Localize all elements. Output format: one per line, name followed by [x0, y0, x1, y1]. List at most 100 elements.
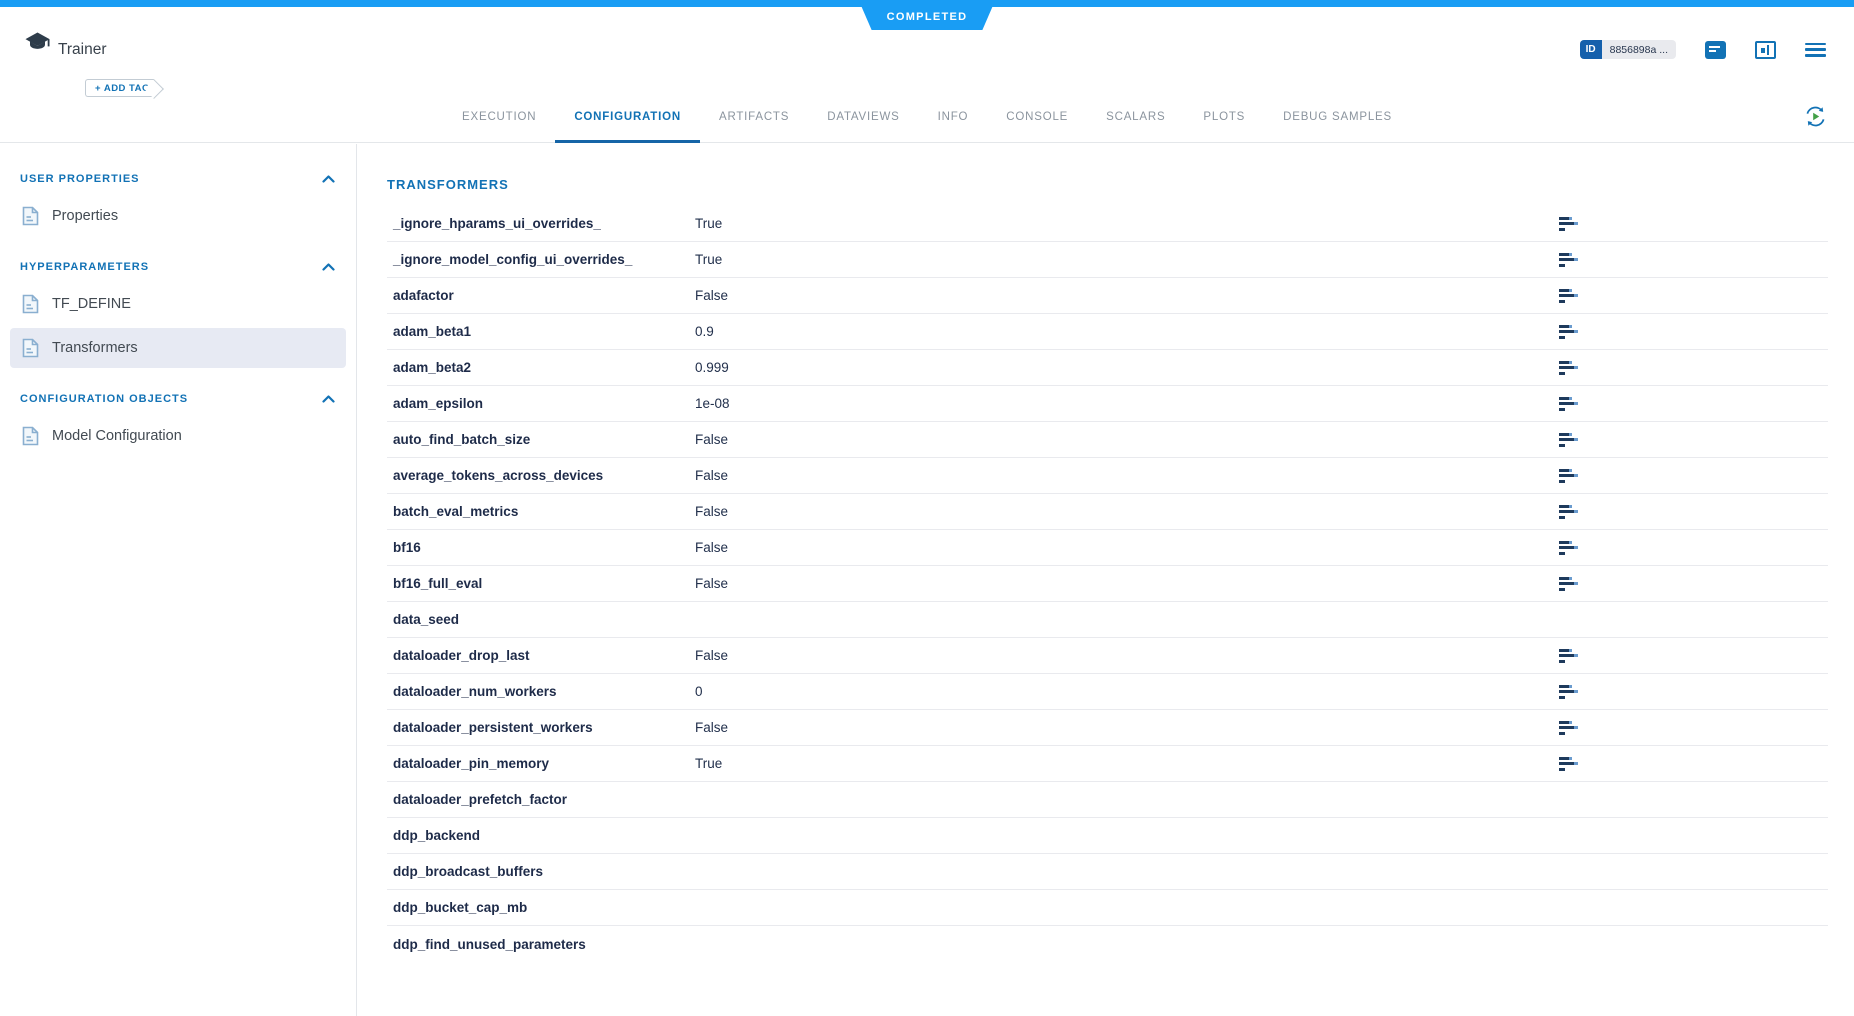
- tab-console[interactable]: CONSOLE: [1006, 110, 1069, 123]
- sidebar-item-label: TF_DEFINE: [52, 296, 131, 312]
- sidebar-item-transformers[interactable]: Transformers: [10, 328, 346, 368]
- param-notes-icon[interactable]: [1559, 216, 1579, 231]
- split-view-icon[interactable]: [1755, 40, 1776, 59]
- param-name: ddp_backend: [393, 828, 481, 843]
- param-value: False: [695, 540, 729, 555]
- table-row: bf16 False: [387, 530, 1828, 566]
- param-name: average_tokens_across_devices: [393, 468, 604, 483]
- param-value: False: [695, 576, 729, 591]
- table-row: ddp_backend: [387, 818, 1828, 854]
- table-row: bf16_full_eval False: [387, 566, 1828, 602]
- experiment-title: Trainer: [58, 41, 107, 58]
- table-row: adam_epsilon 1e-08: [387, 386, 1828, 422]
- tab-configuration[interactable]: CONFIGURATION: [555, 95, 700, 143]
- param-name: ddp_bucket_cap_mb: [393, 900, 528, 915]
- param-value: False: [695, 720, 729, 735]
- param-notes-icon[interactable]: [1559, 288, 1579, 303]
- section-hyperparameters: HYPERPARAMETERS TF_DEFINE Transformers: [0, 256, 356, 368]
- table-row: dataloader_persistent_workers False: [387, 710, 1828, 746]
- table-row: ddp_bucket_cap_mb: [387, 890, 1828, 926]
- tab-plots[interactable]: PLOTS: [1203, 110, 1246, 123]
- table-row: dataloader_pin_memory True: [387, 746, 1828, 782]
- param-notes-icon[interactable]: [1559, 540, 1579, 555]
- param-notes-icon[interactable]: [1559, 756, 1579, 771]
- param-name: bf16_full_eval: [393, 576, 483, 591]
- param-name: adam_epsilon: [393, 396, 484, 411]
- section-title: HYPERPARAMETERS: [20, 261, 150, 273]
- section-title: CONFIGURATION OBJECTS: [20, 393, 189, 405]
- param-name: ddp_find_unused_parameters: [393, 936, 586, 952]
- param-notes-icon[interactable]: [1559, 468, 1579, 483]
- param-notes-icon[interactable]: [1559, 648, 1579, 663]
- param-notes-icon[interactable]: [1559, 432, 1579, 447]
- sidebar-item-label: Properties: [52, 208, 119, 224]
- param-notes-icon[interactable]: [1559, 720, 1579, 735]
- param-value: 0.9: [695, 324, 714, 339]
- param-notes-icon[interactable]: [1559, 504, 1579, 519]
- config-sidebar: USER PROPERTIES Properties HYPERPARAMETE…: [0, 144, 357, 1016]
- parameters-section-title: TRANSFORMERS: [387, 177, 509, 192]
- add-tag-button[interactable]: + ADD TAG: [85, 79, 154, 97]
- param-value: False: [695, 468, 729, 483]
- param-name: dataloader_num_workers: [393, 684, 557, 699]
- param-value: 0.999: [695, 360, 729, 375]
- param-notes-icon[interactable]: [1559, 324, 1579, 339]
- table-row: adam_beta2 0.999: [387, 350, 1828, 386]
- tab-execution[interactable]: EXECUTION: [462, 110, 537, 123]
- section-user-properties: USER PROPERTIES Properties: [0, 168, 356, 236]
- section-configuration-objects: CONFIGURATION OBJECTS Model Configuratio…: [0, 388, 356, 456]
- table-row: average_tokens_across_devices False: [387, 458, 1828, 494]
- param-value: True: [695, 252, 723, 267]
- param-name: dataloader_pin_memory: [393, 756, 550, 771]
- experiment-icon: [24, 31, 51, 61]
- tab-dataviews[interactable]: DATAVIEWS: [827, 110, 900, 123]
- section-header-configuration-objects[interactable]: CONFIGURATION OBJECTS: [0, 388, 356, 410]
- table-row: adafactor False: [387, 278, 1828, 314]
- param-notes-icon[interactable]: [1559, 360, 1579, 375]
- status-label: COMPLETED: [886, 10, 968, 23]
- tab-info[interactable]: INFO: [937, 110, 969, 123]
- param-name: batch_eval_metrics: [393, 504, 519, 519]
- param-notes-icon[interactable]: [1559, 684, 1579, 699]
- param-name: bf16: [393, 540, 421, 555]
- chevron-up-icon: [322, 395, 335, 403]
- param-name: _ignore_model_config_ui_overrides_: [393, 252, 633, 267]
- auto-refresh-icon[interactable]: [1804, 105, 1827, 133]
- table-row: dataloader_drop_last False: [387, 638, 1828, 674]
- table-row: ddp_broadcast_buffers: [387, 854, 1828, 890]
- table-row: adam_beta1 0.9: [387, 314, 1828, 350]
- param-name: adam_beta2: [393, 360, 472, 375]
- section-header-user-properties[interactable]: USER PROPERTIES: [0, 168, 356, 190]
- experiment-id-chip[interactable]: ID 8856898a ...: [1579, 40, 1676, 59]
- tab-debug-samples[interactable]: DEBUG SAMPLES: [1283, 110, 1392, 123]
- document-icon: [22, 206, 39, 226]
- document-icon: [22, 294, 39, 314]
- param-name: ddp_broadcast_buffers: [393, 864, 544, 879]
- param-name: auto_find_batch_size: [393, 432, 531, 447]
- param-name: adam_beta1: [393, 324, 472, 339]
- id-label: ID: [1579, 40, 1602, 59]
- sidebar-item-tf-define[interactable]: TF_DEFINE: [10, 284, 346, 324]
- param-notes-icon[interactable]: [1559, 576, 1579, 591]
- content-area: USER PROPERTIES Properties HYPERPARAMETE…: [0, 144, 1854, 1016]
- param-notes-icon[interactable]: [1559, 396, 1579, 411]
- description-icon[interactable]: [1705, 40, 1726, 59]
- status-ribbon: COMPLETED: [859, 0, 996, 30]
- tab-bar: EXECUTION CONFIGURATION ARTIFACTS DATAVI…: [0, 95, 1854, 143]
- chevron-up-icon: [322, 175, 335, 183]
- sidebar-item-model-configuration[interactable]: Model Configuration: [10, 416, 346, 456]
- param-value: 1e-08: [695, 396, 730, 411]
- id-value: 8856898a ...: [1601, 40, 1676, 59]
- parameters-panel: TRANSFORMERS _ignore_hparams_ui_override…: [357, 144, 1854, 1016]
- tab-artifacts[interactable]: ARTIFACTS: [718, 110, 790, 123]
- param-name: _ignore_hparams_ui_overrides_: [393, 216, 601, 231]
- param-value: True: [695, 216, 723, 231]
- tab-scalars[interactable]: SCALARS: [1106, 110, 1166, 123]
- param-notes-icon[interactable]: [1559, 252, 1579, 267]
- section-title: USER PROPERTIES: [20, 173, 140, 185]
- table-row: dataloader_prefetch_factor: [387, 782, 1828, 818]
- section-header-hyperparameters[interactable]: HYPERPARAMETERS: [0, 256, 356, 278]
- menu-icon[interactable]: [1805, 42, 1826, 57]
- sidebar-item-properties[interactable]: Properties: [10, 196, 346, 236]
- param-value: False: [695, 648, 729, 663]
